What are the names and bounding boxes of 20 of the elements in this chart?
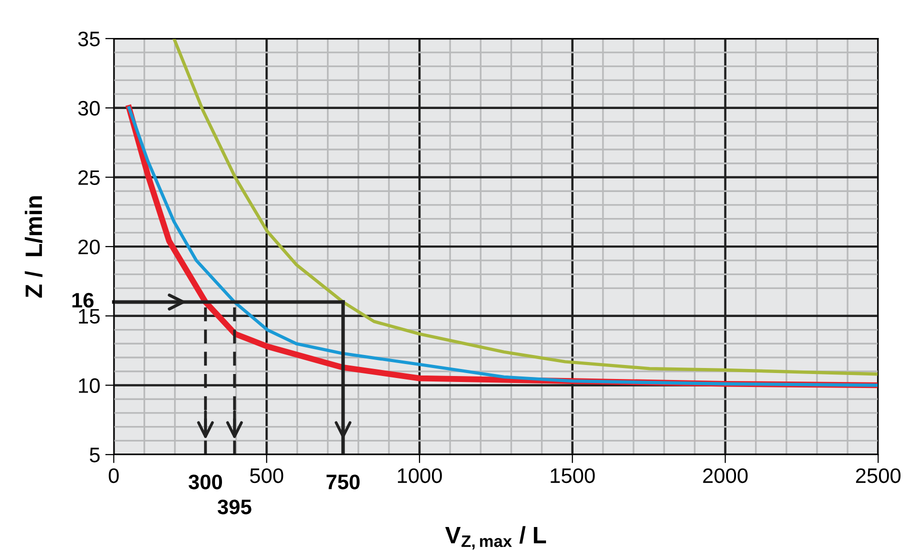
y-tick-label: 10 bbox=[78, 378, 100, 393]
x-tick-label: 2500 bbox=[856, 468, 901, 484]
x-tick-label: 1000 bbox=[398, 468, 442, 484]
y-tick-label: 35 bbox=[78, 32, 100, 46]
ref-line-label: 16 bbox=[72, 292, 94, 308]
x-tick-label: 2000 bbox=[703, 468, 748, 484]
x-tick-label: 500 bbox=[250, 468, 284, 484]
y-tick-label: 20 bbox=[78, 240, 100, 254]
line-series bbox=[172, 38, 878, 376]
y-tick-label: 30 bbox=[78, 100, 100, 116]
y-axis-title: Z / L/min bbox=[24, 196, 42, 298]
ref-line-label: 750 bbox=[326, 474, 360, 490]
x-tick-label: 1500 bbox=[550, 468, 595, 484]
x-axis-title: V$_{Z,max}$ / L bbox=[445, 526, 546, 550]
x-tick-label: 0 bbox=[108, 468, 119, 484]
y-tick-label: 15 bbox=[78, 309, 100, 324]
ref-line-label: 300 bbox=[188, 474, 222, 490]
ref-line-label: 395 bbox=[218, 500, 252, 514]
y-tick-label: 5 bbox=[90, 448, 100, 462]
y-tick-label: 25 bbox=[78, 170, 100, 185]
